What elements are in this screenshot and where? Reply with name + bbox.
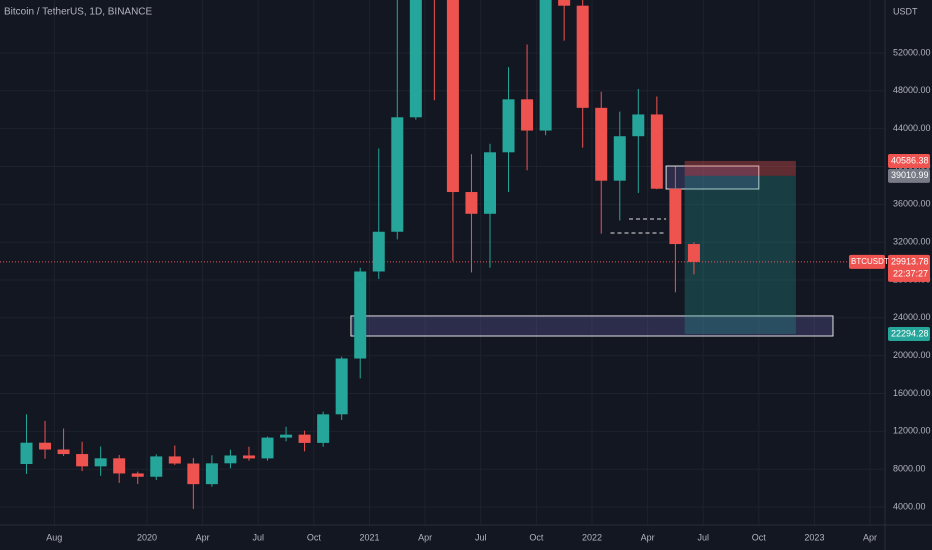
x-tick-label: Apr bbox=[863, 532, 877, 542]
x-tick-label: Jul bbox=[252, 532, 264, 542]
stop-price-label-box bbox=[888, 153, 930, 168]
candle-body bbox=[539, 0, 552, 131]
target-price-label: 22294.28 bbox=[891, 328, 929, 338]
y-tick-label: 52000.00 bbox=[893, 47, 931, 57]
countdown-label: 22:37:27 bbox=[893, 268, 928, 278]
x-tick-label: Apr bbox=[641, 532, 655, 542]
target-price-label-box bbox=[888, 326, 930, 341]
last-price-label: 29913.78 bbox=[891, 256, 929, 266]
x-tick-label: Oct bbox=[307, 532, 322, 542]
candle-body bbox=[205, 463, 218, 485]
candle-body bbox=[354, 271, 367, 359]
candle-body bbox=[521, 99, 534, 131]
candle-body bbox=[150, 456, 163, 477]
symbol-box bbox=[849, 254, 885, 269]
candle-body bbox=[576, 5, 589, 108]
candle-body bbox=[391, 117, 404, 232]
symbol-label: BTCUSDT bbox=[851, 257, 889, 266]
y-tick-label: 16000.00 bbox=[893, 388, 931, 398]
grid bbox=[0, 0, 885, 525]
x-tick-label: 2023 bbox=[804, 532, 824, 542]
candle-body bbox=[224, 455, 237, 464]
candle-body bbox=[317, 414, 330, 443]
currency-label: USDT bbox=[893, 6, 918, 16]
candle-body bbox=[76, 454, 89, 467]
entry-price-label: 39010.99 bbox=[891, 170, 929, 180]
last-price-box bbox=[888, 254, 930, 282]
candle-body bbox=[242, 455, 255, 459]
zone-box bbox=[665, 165, 760, 190]
y-tick-label: 4000.00 bbox=[893, 501, 926, 511]
candle-body bbox=[595, 107, 608, 181]
stop-price-label: 40586.38 bbox=[891, 155, 929, 165]
y-tick-label: 44000.00 bbox=[893, 123, 931, 133]
plot-area bbox=[0, 0, 885, 509]
y-tick-label: 36000.00 bbox=[893, 199, 931, 209]
candle-body bbox=[446, 0, 459, 193]
candle-body bbox=[113, 458, 126, 474]
target-area bbox=[684, 175, 796, 334]
candle-body bbox=[650, 114, 663, 189]
candle-body bbox=[502, 99, 515, 153]
x-tick-label: Aug bbox=[46, 532, 62, 542]
x-tick-label: Jul bbox=[475, 532, 487, 542]
axes: 4000.00 8000.00 12000.00 16000.00 20000.00 24… bbox=[46, 47, 930, 542]
candle-body bbox=[94, 458, 107, 467]
y-tick-label: 8000.00 bbox=[893, 464, 926, 474]
x-tick-label: Jul bbox=[697, 532, 709, 542]
candle-body bbox=[57, 449, 70, 455]
candle-body bbox=[669, 188, 682, 245]
chart-title: Bitcoin / TetherUS, 1D, BINANCE bbox=[4, 7, 153, 18]
entry-price-label-box bbox=[888, 168, 930, 183]
candle-body bbox=[131, 473, 144, 477]
stop-area bbox=[684, 160, 796, 176]
candle-body bbox=[409, 0, 422, 118]
y-tick-label: 32000.00 bbox=[893, 237, 931, 247]
candle-body bbox=[187, 463, 200, 485]
candle-body bbox=[261, 437, 274, 459]
x-tick-label: Oct bbox=[529, 532, 544, 542]
x-tick-label: Apr bbox=[418, 532, 432, 542]
candle-body bbox=[687, 244, 700, 262]
candle-body bbox=[558, 0, 571, 6]
candle-body bbox=[372, 231, 385, 272]
y-tick-label: 24000.00 bbox=[893, 312, 931, 322]
candle-body bbox=[465, 192, 478, 214]
x-tick-label: Oct bbox=[752, 532, 767, 542]
candle-body bbox=[613, 136, 626, 181]
y-tick-label: 20000.00 bbox=[893, 350, 931, 360]
candle-body bbox=[280, 434, 293, 438]
candle-body bbox=[39, 442, 52, 450]
candle-body bbox=[168, 456, 181, 464]
candle-body bbox=[483, 152, 496, 214]
y-tick-label: 12000.00 bbox=[893, 426, 931, 436]
x-tick-label: 2022 bbox=[582, 532, 602, 542]
candle-body bbox=[20, 442, 33, 464]
x-tick-label: 2021 bbox=[359, 532, 379, 542]
y-tick-label: 48000.00 bbox=[893, 85, 931, 95]
candle-body bbox=[335, 358, 348, 415]
candle-body bbox=[298, 434, 311, 443]
candle-body bbox=[632, 114, 645, 137]
x-tick-label: Apr bbox=[196, 532, 210, 542]
x-tick-label: 2020 bbox=[137, 532, 157, 542]
zone-box bbox=[350, 315, 834, 337]
